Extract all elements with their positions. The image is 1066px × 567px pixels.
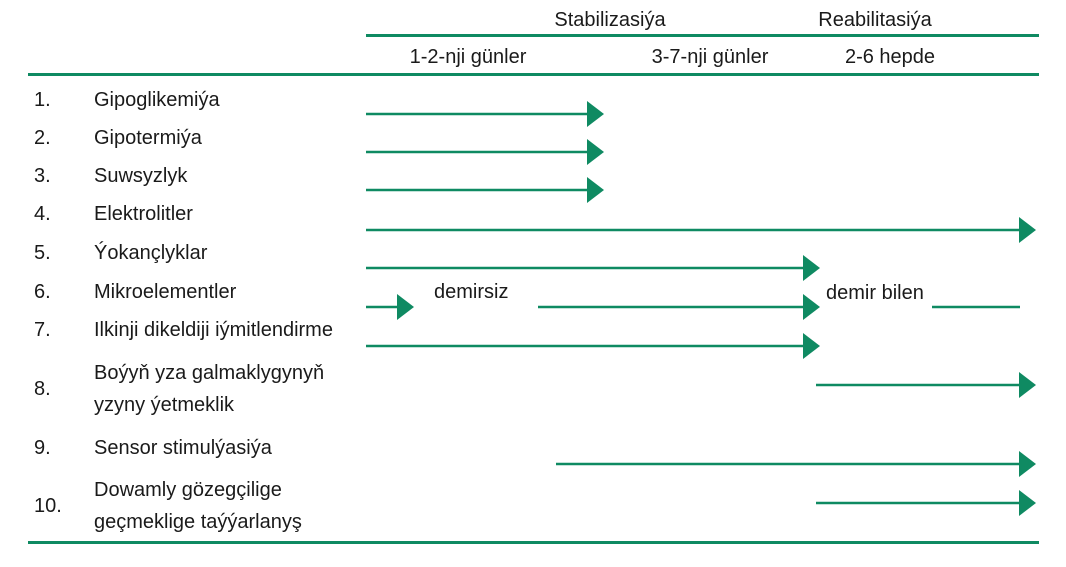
row-number: 5. — [34, 242, 51, 264]
timeline-arrow — [556, 451, 1036, 477]
row-label: Gipoglikemiýa — [94, 89, 220, 111]
row-number: 8. — [34, 378, 51, 400]
timeline-arrow — [538, 294, 820, 320]
row-label: Ilkinji dikeldiji iýmitlendirme — [94, 319, 333, 341]
row-label: Gipotermiýa — [94, 127, 202, 149]
timeline-arrow — [366, 139, 604, 165]
table-bottom-rule — [28, 541, 1039, 544]
row-number: 10. — [34, 495, 62, 517]
row-label: Mikroelementler — [94, 281, 237, 303]
annotation-without-iron: demirsiz — [434, 281, 509, 303]
row-number: 4. — [34, 203, 51, 225]
row-label: Ýokançlyklar — [94, 242, 208, 264]
row-number: 7. — [34, 319, 51, 341]
phase-rehabilitation-label: Reabilitasiýa — [818, 9, 932, 31]
timeline-arrow — [366, 294, 414, 320]
row-number: 6. — [34, 281, 51, 303]
phase-stabilization-label: Stabilizasiýa — [554, 9, 666, 31]
row-label: Elektrolitler — [94, 203, 193, 225]
row-label: Dowamly gözegçilige — [94, 479, 282, 501]
timeline-arrow — [366, 255, 820, 281]
period-1-label: 1-2-nji günler — [409, 46, 527, 68]
row-number: 9. — [34, 437, 51, 459]
annotation-with-iron: demir bilen — [826, 282, 924, 304]
timeline-arrow — [366, 101, 604, 127]
row-number: 2. — [34, 127, 51, 149]
row-label: Suwsyzlyk — [94, 165, 188, 187]
timeline-arrow — [816, 490, 1036, 516]
row-label: Sensor stimulýasiýa — [94, 437, 272, 459]
timeline-arrow — [366, 333, 820, 359]
row-number: 3. — [34, 165, 51, 187]
period-3-label: 2-6 hepde — [844, 46, 936, 68]
header-top-rule — [366, 34, 1039, 37]
timeline-arrow — [816, 372, 1036, 398]
header-bottom-rule — [28, 73, 1039, 76]
period-2-label: 3-7-nji günler — [651, 46, 769, 68]
row-label: yzyny ýetmeklik — [94, 394, 235, 416]
timeline-arrow — [366, 177, 604, 203]
row-label: Boýyň yza galmaklygynyň — [94, 362, 325, 384]
timeline-arrow — [366, 217, 1036, 243]
row-label: geçmeklige taýýarlanyş — [94, 511, 302, 533]
row-number: 1. — [34, 89, 51, 111]
